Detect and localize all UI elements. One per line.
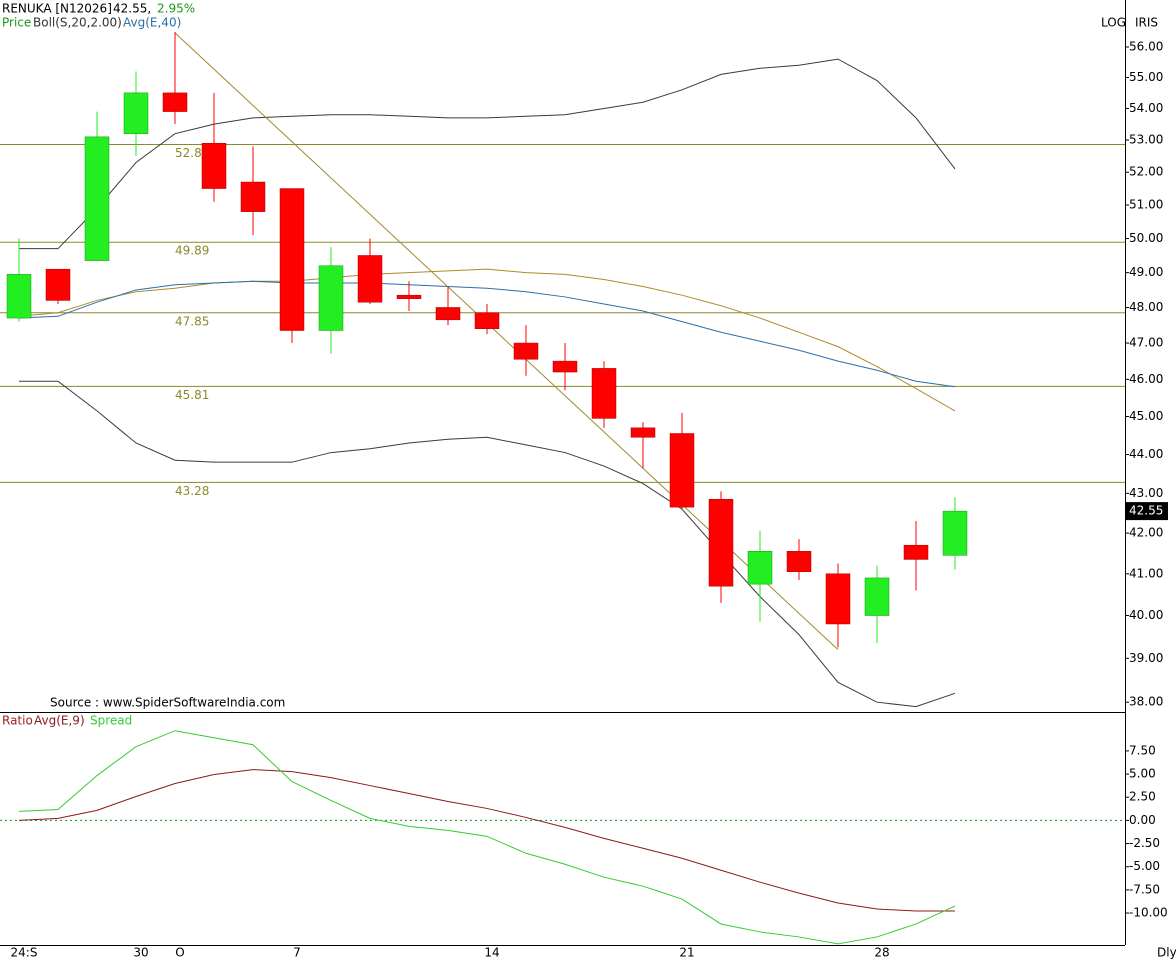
y-tick-label: 46.00 (1129, 372, 1163, 386)
x-tick-label: 7 (293, 946, 301, 960)
candle-body (513, 342, 539, 360)
candle-body (669, 433, 695, 508)
y-tick-label: 49.00 (1129, 265, 1163, 279)
x-tick-label: 28 (874, 946, 889, 960)
legend-series: Spread (90, 714, 132, 728)
band-upper (19, 58, 956, 250)
header-price: 42.55, (113, 2, 151, 16)
y-tick-label: 56.00 (1129, 40, 1163, 54)
scale-label: LOG (1101, 16, 1126, 30)
indicator-line (18, 730, 956, 945)
band-lower (19, 380, 956, 708)
ema-line (18, 280, 956, 388)
y-tick-label: 52.00 (1129, 165, 1163, 179)
legend-price: Price (2, 16, 31, 30)
candle-body (6, 274, 32, 319)
candle-body (474, 312, 500, 329)
x-tick-label: 21 (679, 946, 694, 960)
candle-body (747, 551, 773, 585)
candle-body (864, 577, 890, 616)
y-tick-label: 47.00 (1129, 336, 1163, 350)
period-label: Dly (1157, 946, 1176, 960)
y-tick-label: 0.00 (1129, 813, 1156, 827)
candle-body (903, 544, 929, 560)
candle-body (279, 188, 305, 331)
indicator-line (18, 769, 955, 912)
x-tick-label: 24:S (11, 946, 38, 960)
y-tick-label: -10.00 (1129, 906, 1168, 920)
y-tick-label: -7.50 (1129, 882, 1160, 896)
candle-body (396, 294, 422, 299)
price-tag-label: 42.55 (1129, 504, 1163, 518)
source: Source : www.SpiderSoftwareIndia.com (50, 696, 285, 710)
candle-body (552, 360, 578, 373)
candle-body (435, 307, 461, 321)
level-label: 49.89 (175, 244, 209, 258)
y-tick-label: 45.00 (1129, 409, 1163, 423)
band-middle (18, 268, 956, 412)
y-tick-label: 51.00 (1129, 198, 1163, 212)
y-tick-label: 41.00 (1129, 566, 1163, 580)
y-tick-label: 55.00 (1129, 70, 1163, 84)
y-tick-label: 44.00 (1129, 447, 1163, 461)
candle-body (45, 268, 71, 301)
y-tick-label: 48.00 (1129, 300, 1163, 314)
y-tick-label: -2.50 (1129, 836, 1160, 850)
legend-bands: Boll(S,20,2.00) (33, 16, 122, 30)
y-tick-label: 7.50 (1129, 743, 1156, 757)
y-tick-label: 54.00 (1129, 101, 1163, 115)
header-change: 2.95% (157, 2, 195, 16)
legend-series: Avg(E,9) (34, 714, 85, 728)
scale-label: IRIS (1135, 16, 1158, 30)
y-tick-label: 42.00 (1129, 526, 1163, 540)
candle-body (357, 255, 383, 303)
candle-body (786, 551, 812, 572)
candle-body (123, 92, 149, 134)
candle-body (942, 510, 968, 556)
level-label: 47.85 (175, 314, 209, 328)
candle-body (630, 427, 656, 438)
candle-body (84, 136, 110, 261)
chart-title: RENUKA [N12026] (2, 2, 112, 16)
y-tick-label: 50.00 (1129, 231, 1163, 245)
y-tick-label: -5.00 (1129, 859, 1160, 873)
y-tick-label: 43.00 (1129, 486, 1163, 500)
x-tick-label: 30 (133, 946, 148, 960)
y-tick-label: 40.00 (1129, 608, 1163, 622)
y-tick-label: 38.00 (1129, 695, 1163, 709)
candle-body (240, 181, 266, 212)
y-tick-label: 5.00 (1129, 767, 1156, 781)
candle-body (162, 92, 188, 112)
y-tick-label: 53.00 (1129, 133, 1163, 147)
candle-body (825, 573, 851, 625)
candle-body (708, 498, 734, 587)
legend-series: Avg(E,40) (123, 16, 181, 30)
candle-body (318, 265, 344, 331)
x-tick-label: O (175, 946, 184, 960)
level-label: 43.28 (175, 484, 209, 498)
level-label: 52.86 (175, 146, 209, 160)
x-tick-label: 14 (484, 946, 499, 960)
candle-body (591, 368, 617, 419)
price-tag (1126, 502, 1168, 521)
candle-body (201, 142, 227, 189)
y-tick-label: 39.00 (1129, 651, 1163, 665)
trend-line (174, 32, 839, 651)
y-tick-label: 2.50 (1129, 790, 1156, 804)
panel-title: Ratio (2, 714, 33, 728)
level-label: 45.81 (175, 388, 209, 402)
